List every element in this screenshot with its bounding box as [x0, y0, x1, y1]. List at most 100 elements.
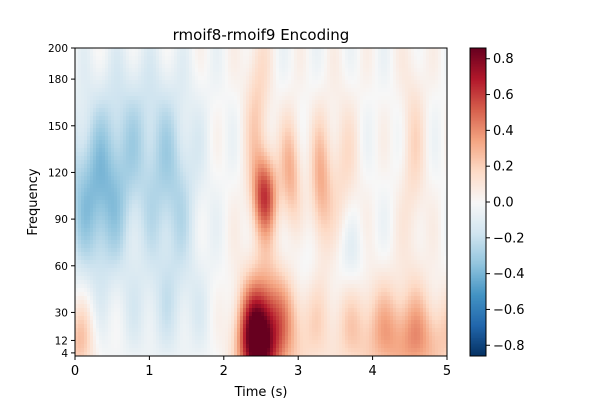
heatmap-cell: [201, 348, 205, 353]
heatmap-cell: [117, 308, 121, 313]
heatmap-cell: [174, 240, 178, 245]
heatmap-cell: [78, 120, 82, 125]
heatmap-cell: [114, 264, 118, 269]
heatmap-cell: [78, 152, 82, 157]
heatmap-cell: [246, 328, 250, 333]
heatmap-cell: [186, 204, 190, 209]
heatmap-cell: [186, 60, 190, 65]
heatmap-cell: [138, 280, 142, 285]
heatmap-cell: [216, 224, 220, 229]
heatmap-cell: [171, 156, 175, 161]
heatmap-cell: [201, 180, 205, 185]
heatmap-cell: [210, 264, 214, 269]
heatmap-cell: [249, 144, 253, 149]
heatmap-cell: [255, 292, 259, 297]
heatmap-cell: [117, 332, 121, 337]
heatmap-cell: [180, 168, 184, 173]
heatmap-cell: [174, 152, 178, 157]
heatmap-cell: [96, 196, 100, 201]
heatmap-cell: [126, 76, 130, 81]
heatmap-cell: [117, 208, 121, 213]
heatmap-cell: [129, 156, 133, 161]
heatmap-cell: [258, 88, 262, 93]
heatmap-cell: [93, 336, 97, 341]
heatmap-cell: [144, 264, 148, 269]
heatmap-cell: [171, 244, 175, 249]
heatmap-cell: [192, 136, 196, 141]
heatmap-cell: [186, 160, 190, 165]
heatmap-cell: [234, 72, 238, 77]
heatmap-cell: [225, 264, 229, 269]
heatmap-cell: [249, 116, 253, 121]
heatmap-cell: [135, 308, 139, 313]
heatmap-cell: [120, 52, 124, 57]
heatmap-cell: [252, 320, 256, 325]
heatmap-cell: [210, 272, 214, 277]
heatmap-cell: [117, 200, 121, 205]
heatmap-cell: [111, 164, 115, 169]
heatmap-cell: [141, 228, 145, 233]
heatmap-cell: [78, 184, 82, 189]
heatmap-cell: [81, 84, 85, 89]
heatmap-cell: [93, 92, 97, 97]
heatmap-cell: [114, 108, 118, 113]
heatmap-cell: [117, 292, 121, 297]
heatmap-cell: [216, 328, 220, 333]
heatmap-cell: [126, 312, 130, 317]
heatmap-cell: [198, 160, 202, 165]
heatmap-cell: [246, 220, 250, 225]
heatmap-cell: [195, 200, 199, 205]
heatmap-cell: [117, 140, 121, 145]
heatmap-cell: [219, 124, 223, 129]
heatmap-cell: [138, 316, 142, 321]
heatmap-cell: [231, 312, 235, 317]
heatmap-cell: [120, 316, 124, 321]
heatmap-cell: [93, 164, 97, 169]
heatmap-cell: [171, 188, 175, 193]
heatmap-cell: [201, 148, 205, 153]
heatmap-cell: [207, 236, 211, 241]
heatmap-cell: [156, 320, 160, 325]
heatmap-cell: [81, 236, 85, 241]
heatmap-cell: [255, 284, 259, 289]
heatmap-cell: [204, 104, 208, 109]
heatmap-cell: [195, 336, 199, 341]
heatmap-cell: [192, 184, 196, 189]
heatmap-cell: [96, 116, 100, 121]
heatmap-cell: [135, 108, 139, 113]
heatmap-cell: [210, 224, 214, 229]
heatmap-cell: [195, 288, 199, 293]
heatmap-cell: [123, 216, 127, 221]
heatmap-cell: [123, 184, 127, 189]
heatmap-cell: [129, 312, 133, 317]
heatmap-cell: [213, 212, 217, 217]
heatmap-cell: [120, 164, 124, 169]
heatmap-cell: [180, 64, 184, 69]
heatmap-cell: [75, 120, 79, 125]
heatmap-cell: [132, 128, 136, 133]
heatmap-cell: [123, 92, 127, 97]
heatmap-cell: [261, 68, 265, 73]
heatmap-cell: [135, 140, 139, 145]
heatmap-cell: [234, 288, 238, 293]
heatmap-cell: [192, 220, 196, 225]
heatmap-cell: [111, 152, 115, 157]
heatmap-cell: [84, 168, 88, 173]
heatmap-cell: [261, 52, 265, 57]
heatmap-cell: [249, 108, 253, 113]
heatmap-cell: [204, 180, 208, 185]
heatmap-cell: [117, 312, 121, 317]
heatmap-cell: [177, 260, 181, 265]
heatmap-cell: [135, 100, 139, 105]
heatmap-cell: [204, 168, 208, 173]
heatmap-cell: [168, 116, 172, 121]
heatmap-cell: [243, 304, 247, 309]
heatmap-cell: [183, 352, 187, 357]
heatmap-cell: [93, 180, 97, 185]
heatmap-cell: [132, 244, 136, 249]
heatmap-cell: [141, 236, 145, 241]
heatmap-cell: [135, 148, 139, 153]
heatmap-cell: [141, 216, 145, 221]
heatmap-cell: [210, 56, 214, 61]
heatmap-cell: [96, 212, 100, 217]
